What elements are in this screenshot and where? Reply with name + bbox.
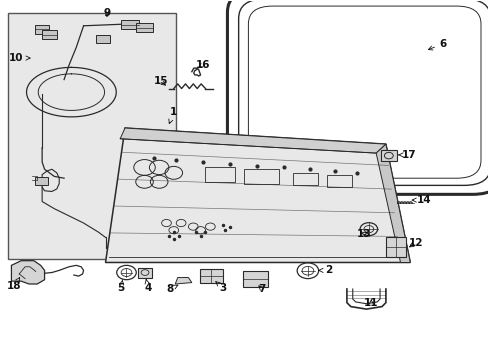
Bar — [35, 25, 49, 34]
Bar — [385, 237, 406, 257]
Bar — [205, 167, 234, 182]
Bar — [35, 177, 48, 185]
Text: 13: 13 — [356, 229, 370, 239]
Polygon shape — [375, 144, 409, 262]
Text: 3: 3 — [215, 282, 226, 293]
Bar — [138, 267, 152, 278]
FancyBboxPatch shape — [227, 0, 488, 194]
Text: 14: 14 — [411, 195, 430, 205]
Text: 1: 1 — [168, 107, 177, 123]
Polygon shape — [175, 278, 191, 284]
Bar — [327, 175, 351, 187]
Bar — [8, 13, 176, 259]
Text: 2: 2 — [318, 265, 331, 275]
Text: 12: 12 — [408, 238, 423, 248]
Text: 9: 9 — [103, 8, 110, 18]
Text: 5: 5 — [117, 280, 124, 293]
Text: 10: 10 — [9, 53, 30, 63]
Text: 18: 18 — [7, 278, 21, 291]
Bar — [121, 20, 139, 29]
Bar — [242, 271, 267, 287]
Polygon shape — [105, 128, 409, 262]
FancyBboxPatch shape — [238, 0, 488, 185]
Text: 6: 6 — [427, 39, 446, 50]
Bar — [136, 23, 153, 32]
Bar — [42, 31, 57, 39]
Polygon shape — [120, 128, 385, 153]
Text: 4: 4 — [144, 279, 151, 293]
Bar — [96, 35, 110, 43]
Text: 11: 11 — [363, 298, 378, 309]
Bar — [380, 150, 396, 161]
Text: 8: 8 — [166, 284, 178, 294]
Text: 7: 7 — [258, 284, 265, 294]
Text: 17: 17 — [398, 150, 416, 160]
Text: 15: 15 — [153, 76, 167, 86]
Text: 16: 16 — [195, 59, 210, 69]
FancyBboxPatch shape — [248, 6, 480, 178]
Bar — [244, 169, 278, 184]
Polygon shape — [11, 261, 44, 284]
Bar — [199, 269, 223, 283]
Bar — [293, 173, 317, 185]
